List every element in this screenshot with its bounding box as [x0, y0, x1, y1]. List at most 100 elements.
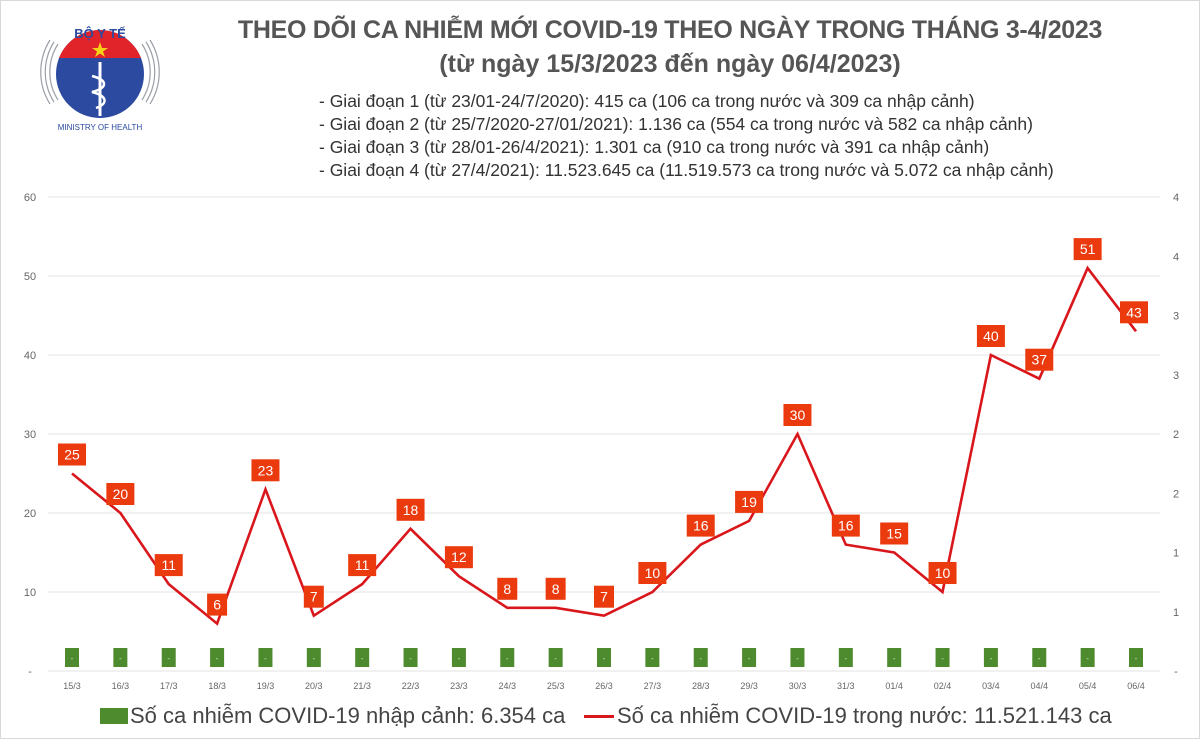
imported-bar-label: -: [844, 654, 847, 663]
imported-bar: [451, 648, 466, 667]
data-label-box: [251, 459, 280, 482]
logo-text-bottom: MINISTRY OF HEALTH: [58, 123, 143, 132]
imported-bar: [742, 648, 757, 667]
x-tick-label: 28/3: [692, 681, 710, 691]
imported-bar-label: -: [119, 654, 122, 663]
data-label: 16: [693, 518, 709, 534]
data-label: 12: [451, 549, 467, 565]
y-left-tick-label: 60: [24, 192, 36, 204]
imported-bar-label: -: [312, 654, 315, 663]
chart-subtitle: (từ ngày 15/3/2023 đến ngày 06/4/2023): [439, 50, 901, 78]
imported-bar-label: -: [71, 654, 74, 663]
data-label: 16: [838, 518, 854, 534]
legend-swatch-bar: [100, 708, 128, 724]
imported-bar: [983, 648, 998, 667]
data-label: 51: [1080, 241, 1096, 257]
phase-4: - Giai đoạn 4 (từ 27/4/2021): 11.523.645…: [319, 160, 1054, 180]
imported-bar-label: -: [893, 654, 896, 663]
data-label: 19: [741, 494, 757, 510]
data-label-box: [106, 483, 135, 505]
x-tick-label: 27/3: [644, 681, 662, 691]
imported-bar-label: -: [1038, 654, 1041, 663]
y-left-tick-label: 10: [24, 587, 36, 599]
imported-bar-label: -: [361, 654, 364, 663]
data-label: 7: [600, 589, 608, 605]
imported-bar-label: -: [216, 654, 219, 663]
imported-bar: [597, 648, 611, 667]
ministry-of-health-logo: BỘ Y TẾ MINISTRY OF HEALTH: [40, 26, 160, 132]
legend-domestic-label: Số ca nhiễm COVID-19 trong nước: 11.521.…: [617, 703, 1112, 728]
imported-bar: [548, 648, 563, 667]
y-right-tick-label: 4: [1173, 192, 1179, 204]
y-right-tick-label: 3: [1173, 370, 1179, 382]
data-label-box: [396, 498, 425, 521]
imported-bar-label: -: [506, 654, 509, 663]
chart-title: THEO DÕI CA NHIỄM MỚI COVID-19 THEO NGÀY…: [237, 16, 1103, 44]
x-tick-label: 30/3: [789, 681, 807, 691]
imported-bar: [1129, 648, 1143, 667]
y-right-tick-label: 4: [1173, 251, 1179, 263]
data-label-box: [303, 585, 324, 608]
legend-imported-label: Số ca nhiễm COVID-19 nhập cảnh: 6.354 ca: [130, 703, 566, 728]
imported-bar: [935, 648, 950, 667]
data-label-box: [686, 514, 715, 537]
data-label-box: [348, 554, 377, 577]
x-tick-label: 26/3: [595, 681, 613, 691]
y-right-tick-label: 1: [1173, 548, 1179, 560]
data-label-box: [545, 577, 566, 600]
imported-bar-label: -: [748, 654, 751, 663]
imported-bar-label: -: [941, 654, 944, 663]
data-label-box: [58, 443, 86, 466]
imported-bar-label: -: [554, 654, 557, 663]
imported-bar: [161, 648, 176, 667]
data-label: 40: [983, 328, 999, 344]
data-label-box: [928, 562, 957, 584]
y-right-tick-label: 3: [1173, 311, 1179, 323]
phase-1: - Giai đoạn 1 (từ 23/01-24/7/2020): 415 …: [319, 91, 975, 111]
data-label: 43: [1126, 304, 1142, 320]
data-label-box: [1073, 238, 1102, 261]
x-tick-label: 17/3: [160, 681, 178, 691]
data-label-box: [207, 593, 228, 616]
imported-bar: [693, 648, 708, 667]
imported-bar-label: -: [1135, 654, 1138, 663]
imported-bar: [645, 648, 660, 667]
y-right-tick-label: -: [1174, 666, 1178, 678]
y-right-tick-label: 2: [1173, 488, 1179, 500]
x-tick-label: 20/3: [305, 681, 323, 691]
data-label-box: [154, 554, 183, 577]
imported-bar-label: -: [699, 654, 702, 663]
x-tick-label: 02/4: [934, 681, 952, 691]
data-label: 23: [258, 462, 274, 478]
x-tick-label: 25/3: [547, 681, 565, 691]
legend-swatch-line: [584, 714, 614, 718]
x-tick-label: 03/4: [982, 681, 1000, 691]
data-label-box: [783, 404, 812, 426]
data-label: 10: [935, 565, 951, 581]
legend-domestic: Số ca nhiễm COVID-19 trong nước: 11.521.…: [584, 703, 1112, 729]
data-label: 15: [886, 526, 902, 542]
imported-bar: [113, 648, 128, 667]
y-right-tick-label: 1: [1173, 607, 1179, 619]
imported-bar: [65, 648, 79, 667]
data-label: 11: [355, 557, 370, 573]
data-label-box: [638, 562, 667, 584]
x-tick-label: 24/3: [499, 681, 517, 691]
imported-bar: [790, 648, 805, 667]
imported-bar: [258, 648, 273, 667]
data-label: 30: [790, 407, 806, 423]
data-label-box: [594, 585, 614, 608]
data-label: 25: [64, 447, 80, 463]
data-label: 8: [552, 581, 560, 597]
x-tick-label: 15/3: [63, 681, 81, 691]
x-tick-label: 01/4: [885, 681, 903, 691]
data-label: 18: [403, 502, 419, 518]
data-label-box: [1120, 301, 1148, 324]
imported-bar-label: -: [409, 654, 412, 663]
x-tick-label: 22/3: [402, 681, 420, 691]
imported-bar: [210, 648, 225, 667]
data-label-box: [1025, 348, 1054, 371]
data-label: 11: [161, 557, 176, 573]
data-label: 6: [213, 597, 221, 613]
y-left-tick-label: -: [28, 666, 32, 678]
